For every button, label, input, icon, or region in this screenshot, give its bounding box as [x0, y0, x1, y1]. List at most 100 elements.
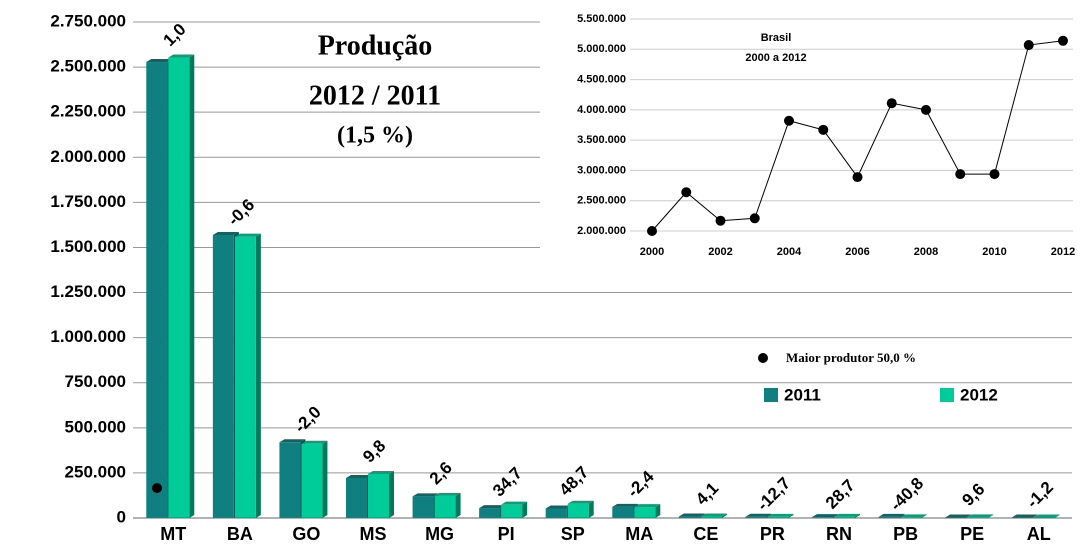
growth-label: 2,6 — [426, 458, 456, 488]
x-tick-label: SP — [561, 524, 585, 544]
bar — [634, 507, 656, 518]
point — [1023, 40, 1034, 51]
bar — [878, 516, 900, 518]
legend-dot — [758, 353, 768, 363]
bar-side — [988, 514, 994, 518]
inset-y-tick-label: 5.500.000 — [577, 13, 626, 25]
y-tick-label: 1.750.000 — [50, 192, 126, 211]
bar — [567, 503, 589, 518]
y-tick-label: 2.000.000 — [50, 147, 126, 166]
inset-x-tick-label: 2002 — [708, 246, 732, 258]
bar-side — [721, 513, 727, 518]
bar-top — [412, 493, 439, 497]
inset-background — [540, 0, 1080, 266]
bar — [301, 443, 323, 518]
legend-swatch — [764, 388, 778, 402]
bar-top — [301, 440, 328, 444]
inset-x-tick-label: 2008 — [914, 246, 938, 258]
inset-x-tick-label: 2000 — [640, 246, 664, 258]
bar-side — [189, 54, 195, 518]
inset-y-tick-label: 2.000.000 — [577, 225, 626, 237]
bar-side — [655, 504, 661, 518]
bar-side — [899, 513, 905, 518]
bar — [146, 62, 168, 519]
point — [818, 124, 829, 135]
bar — [612, 506, 634, 518]
x-tick-label: PI — [498, 524, 515, 544]
y-tick-label: 500.000 — [65, 417, 126, 436]
x-tick-label: MS — [360, 524, 387, 544]
x-tick-label: PE — [960, 524, 984, 544]
y-tick-label: 1.500.000 — [50, 237, 126, 256]
point — [784, 115, 794, 126]
x-tick-label: AL — [1027, 524, 1051, 544]
x-tick-label: BA — [227, 524, 253, 544]
bar-top — [812, 514, 838, 518]
bar — [168, 57, 190, 518]
bar — [479, 508, 501, 518]
bar-top — [212, 232, 239, 236]
x-tick-label: PB — [893, 524, 918, 544]
x-tick-label: GO — [292, 524, 320, 544]
bar-top — [1011, 514, 1038, 518]
bar-top — [767, 513, 794, 517]
bar-top — [612, 503, 639, 507]
bar-top — [146, 59, 173, 63]
point — [749, 213, 760, 224]
inset-y-tick-label: 3.000.000 — [577, 164, 626, 176]
bar-top — [700, 513, 727, 517]
chart-title: Produção — [318, 30, 433, 61]
bar-top — [368, 470, 394, 474]
growth-label: 4,1 — [692, 479, 722, 509]
inset-title: Brasil — [761, 32, 792, 44]
chart-title: (1,5 %) — [337, 123, 413, 149]
bar-top — [279, 439, 306, 443]
bar-top — [834, 513, 860, 517]
bar-top — [479, 505, 506, 509]
bar-side — [788, 513, 794, 518]
bar-top — [567, 500, 594, 504]
bar-side — [389, 470, 394, 518]
inset-x-tick-label: 2004 — [777, 246, 802, 258]
y-tick-label: 2.250.000 — [50, 102, 126, 121]
bar — [834, 516, 855, 518]
chart-title: 2012 / 2011 — [309, 80, 441, 111]
bar — [434, 495, 456, 518]
x-tick-label: MG — [425, 524, 454, 544]
growth-label: 9,6 — [958, 480, 988, 510]
bar-top — [745, 513, 772, 517]
point — [681, 187, 692, 198]
growth-label: -40,8 — [886, 474, 927, 515]
inset-y-tick-label: 3.500.000 — [577, 134, 626, 146]
legend-swatch — [940, 388, 954, 402]
bar-top — [878, 513, 905, 517]
legend-label: 2011 — [784, 385, 821, 404]
point — [989, 169, 1000, 180]
bar-top — [168, 54, 195, 58]
bar-top — [501, 501, 528, 505]
x-tick-label: CE — [693, 524, 718, 544]
y-tick-label: 2.750.000 — [50, 11, 126, 30]
bar — [346, 477, 367, 518]
x-tick-label: RN — [826, 524, 852, 544]
point — [647, 226, 657, 236]
bar — [545, 508, 567, 518]
inset-x-tick-label: 2006 — [845, 246, 869, 258]
legend-note: Maior produtor 50,0 % — [786, 350, 916, 365]
point — [886, 98, 897, 109]
point — [955, 169, 966, 180]
x-tick-label: MT — [160, 524, 186, 544]
x-tick-label: MA — [625, 524, 653, 544]
y-tick-label: 750.000 — [65, 372, 126, 391]
inset-x-tick-label: 2012 — [1051, 246, 1075, 258]
bar-top — [900, 514, 927, 518]
bar — [234, 236, 256, 518]
bar — [412, 496, 434, 518]
bar — [501, 504, 523, 518]
y-tick-label: 2.500.000 — [50, 57, 126, 76]
bar — [212, 235, 234, 518]
inset-y-tick-label: 2.500.000 — [577, 195, 626, 207]
marker-dot — [152, 483, 162, 493]
y-tick-label: 250.000 — [65, 462, 126, 481]
